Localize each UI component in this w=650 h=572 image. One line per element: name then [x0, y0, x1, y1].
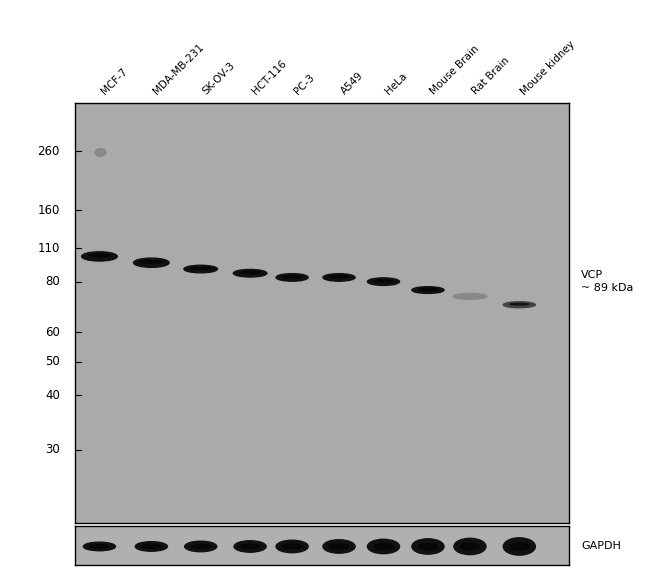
- Text: MCF-7: MCF-7: [99, 66, 129, 97]
- Ellipse shape: [184, 265, 218, 273]
- Text: 60: 60: [45, 325, 60, 339]
- Ellipse shape: [283, 276, 302, 278]
- Ellipse shape: [240, 544, 260, 549]
- Ellipse shape: [191, 545, 211, 549]
- Ellipse shape: [276, 273, 308, 281]
- Ellipse shape: [510, 543, 529, 550]
- Ellipse shape: [89, 254, 110, 257]
- Text: 260: 260: [38, 145, 60, 158]
- Text: GAPDH: GAPDH: [581, 541, 621, 551]
- Ellipse shape: [330, 544, 348, 549]
- Ellipse shape: [412, 287, 444, 293]
- Ellipse shape: [283, 544, 302, 549]
- Ellipse shape: [510, 303, 529, 305]
- Ellipse shape: [135, 542, 168, 551]
- Text: Rat Brain: Rat Brain: [470, 55, 511, 97]
- Ellipse shape: [503, 302, 536, 308]
- Text: 50: 50: [46, 355, 60, 368]
- Text: Mouse kidney: Mouse kidney: [519, 39, 577, 97]
- Ellipse shape: [323, 273, 355, 281]
- Ellipse shape: [142, 545, 161, 549]
- Ellipse shape: [240, 271, 260, 273]
- Text: 80: 80: [46, 275, 60, 288]
- Ellipse shape: [367, 278, 400, 285]
- Text: Mouse Brain: Mouse Brain: [428, 44, 480, 97]
- Ellipse shape: [233, 269, 267, 277]
- Ellipse shape: [419, 288, 437, 291]
- Ellipse shape: [276, 540, 308, 553]
- Ellipse shape: [95, 149, 106, 156]
- Ellipse shape: [82, 252, 117, 261]
- Text: MDA-MB-231: MDA-MB-231: [151, 42, 206, 97]
- Ellipse shape: [234, 541, 266, 552]
- Text: A549: A549: [339, 70, 365, 97]
- Ellipse shape: [503, 538, 536, 555]
- Ellipse shape: [374, 280, 393, 282]
- Ellipse shape: [83, 542, 116, 551]
- Text: PC-3: PC-3: [292, 73, 316, 97]
- Text: SK-OV-3: SK-OV-3: [201, 61, 237, 97]
- Ellipse shape: [454, 538, 486, 555]
- Ellipse shape: [374, 543, 393, 549]
- Text: HCT-116: HCT-116: [250, 58, 289, 97]
- Ellipse shape: [419, 543, 437, 550]
- Text: 110: 110: [38, 241, 60, 255]
- Ellipse shape: [140, 260, 162, 263]
- Text: 160: 160: [38, 204, 60, 217]
- Ellipse shape: [323, 540, 355, 553]
- Ellipse shape: [133, 258, 169, 267]
- Ellipse shape: [190, 267, 211, 269]
- Ellipse shape: [185, 541, 217, 552]
- Ellipse shape: [367, 539, 400, 554]
- Text: HeLa: HeLa: [384, 71, 409, 97]
- Text: VCP
~ 89 kDa: VCP ~ 89 kDa: [581, 270, 634, 293]
- Text: 30: 30: [46, 443, 60, 456]
- Ellipse shape: [460, 543, 480, 550]
- Ellipse shape: [90, 545, 109, 548]
- Ellipse shape: [330, 276, 348, 278]
- Text: 40: 40: [45, 388, 60, 402]
- Ellipse shape: [453, 293, 487, 299]
- Ellipse shape: [412, 539, 444, 554]
